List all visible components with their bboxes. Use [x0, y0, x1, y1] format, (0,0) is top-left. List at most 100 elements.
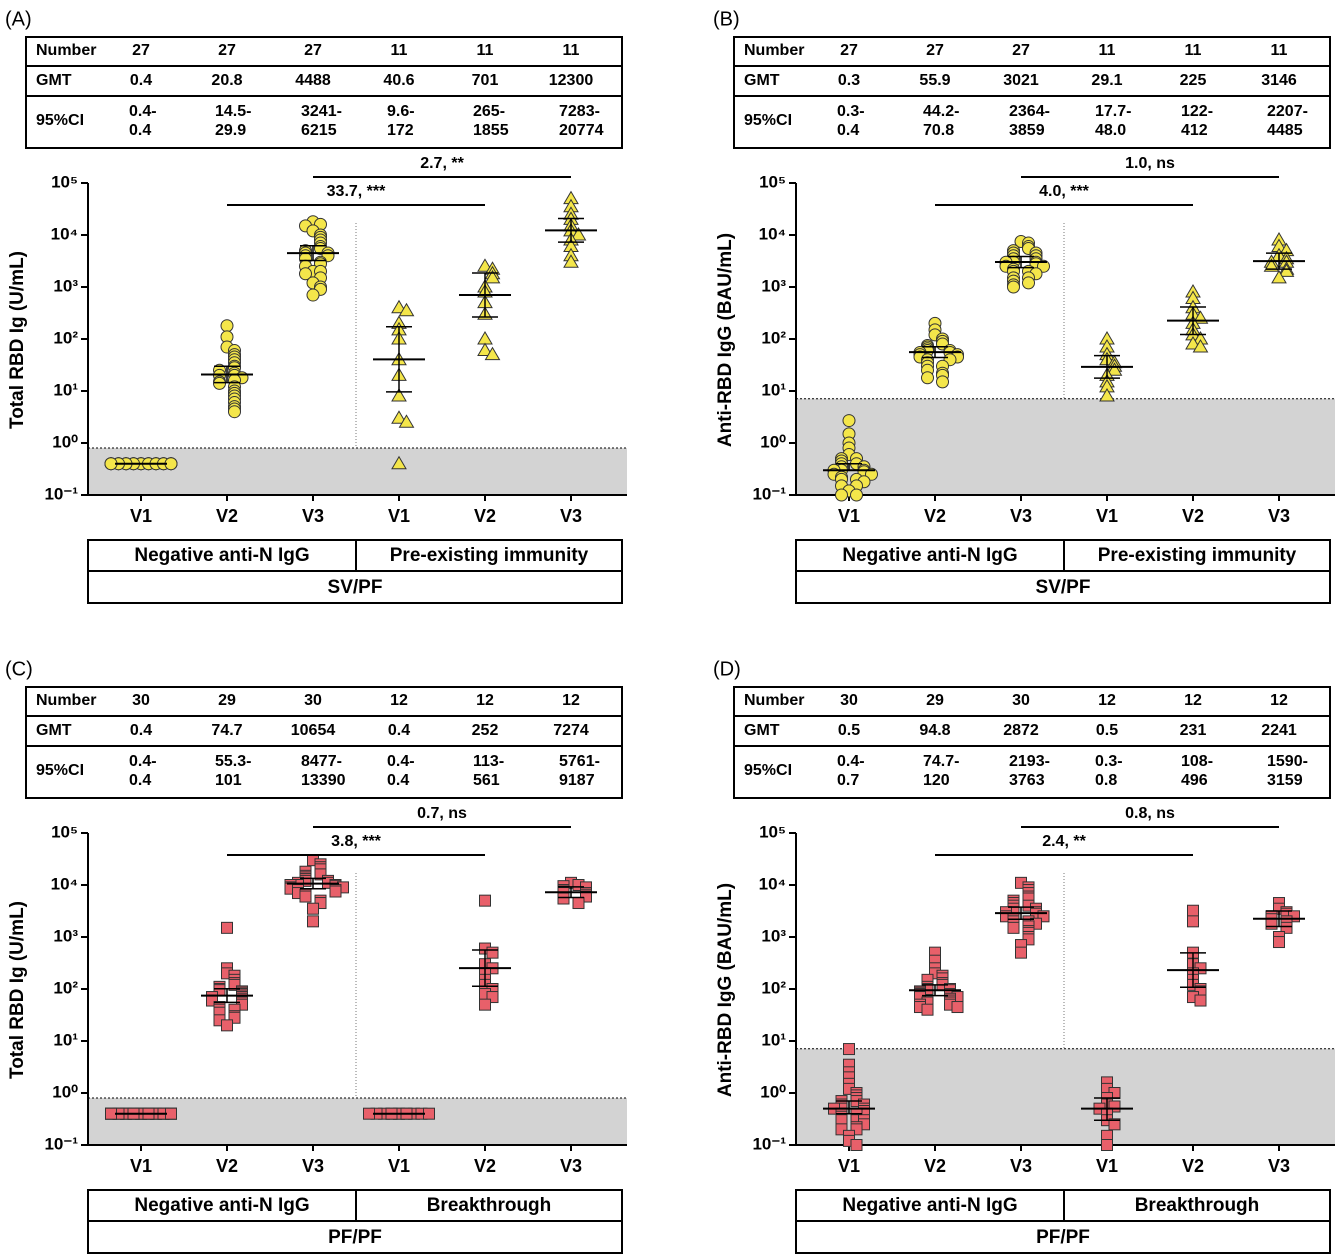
data-point: [1273, 936, 1285, 949]
row-label: 95%CI: [744, 112, 792, 129]
data-point: [1108, 1118, 1121, 1131]
data-point: [1106, 362, 1123, 376]
table-cell: 0.4: [130, 722, 152, 739]
comparison-label: 4.0, ***: [1039, 183, 1090, 200]
data-point: [165, 1107, 177, 1120]
table-cell: 8477-: [301, 753, 342, 770]
data-point: [1037, 910, 1050, 923]
regimen-label: SV/PF: [1036, 577, 1091, 598]
x-tick-label: V1: [130, 1156, 152, 1176]
y-tick-label: 10⁵: [759, 172, 786, 191]
x-tick-label: V3: [302, 506, 324, 526]
data-point: [1194, 994, 1207, 1007]
comparison-label: 2.7, **: [420, 155, 464, 172]
comparison-label: 0.7, ns: [417, 805, 467, 822]
x-tick-label: V3: [302, 1156, 324, 1176]
x-tick-label: V3: [1268, 1156, 1290, 1176]
table-cell: 225: [1180, 72, 1207, 89]
x-tick-label: V2: [1182, 506, 1204, 526]
group-label: Breakthrough: [427, 1195, 552, 1216]
y-tick-label: 10²: [761, 978, 786, 997]
data-point: [1265, 917, 1278, 930]
table-cell: 2193-: [1009, 753, 1050, 770]
row-label: 95%CI: [36, 112, 84, 129]
table-cell: 30: [132, 692, 150, 709]
table-cell: 29: [218, 692, 236, 709]
table-cell: 3159: [1267, 772, 1303, 789]
table-cell: 70.8: [923, 122, 954, 139]
y-tick-label: 10²: [53, 328, 78, 347]
y-tick-label: 10¹: [761, 380, 786, 399]
y-tick-label: 10²: [761, 328, 786, 347]
table-cell: 29.9: [215, 122, 246, 139]
table-cell: 11: [1271, 42, 1288, 59]
table-cell: 11: [391, 42, 408, 59]
table-cell: 55.9: [919, 72, 950, 89]
data-point: [306, 288, 320, 302]
data-point: [221, 921, 233, 934]
table-cell: 20.8: [211, 72, 242, 89]
data-point: [1278, 263, 1295, 277]
table-cell: 27: [132, 42, 150, 59]
table-cell: 11: [1185, 42, 1202, 59]
group-label: Negative anti-N IgG: [134, 1195, 309, 1216]
table-cell: 0.5: [838, 722, 860, 739]
data-point: [921, 1003, 934, 1016]
table-cell: 4485: [1267, 122, 1303, 139]
x-tick-label: V3: [560, 1156, 582, 1176]
data-point: [220, 319, 234, 333]
y-tick-label: 10⁰: [52, 1082, 78, 1101]
table-cell: 30: [840, 692, 858, 709]
regimen-label: PF/PF: [1036, 1227, 1090, 1248]
row-label: Number: [744, 42, 804, 59]
group-label: Negative anti-N IgG: [134, 545, 309, 566]
row-label: Number: [36, 692, 96, 709]
data-point: [484, 269, 501, 284]
panel-label: (C): [5, 658, 33, 680]
x-tick-label: V1: [1096, 1156, 1118, 1176]
x-tick-label: V3: [1268, 506, 1290, 526]
table-cell: 10654: [291, 722, 336, 739]
table-cell: 7274: [553, 722, 589, 739]
y-tick-label: 10⁵: [759, 822, 786, 841]
row-label: GMT: [36, 722, 72, 739]
table-cell: 561: [473, 772, 500, 789]
data-point: [299, 267, 312, 281]
y-tick-label: 10⁻¹: [752, 1134, 786, 1153]
data-point: [572, 897, 585, 910]
data-point: [363, 1107, 375, 1120]
data-point: [557, 892, 570, 905]
data-point: [398, 414, 415, 428]
table-border: [25, 36, 623, 149]
below-lod: [796, 1048, 1335, 1145]
table-cell: 12: [562, 692, 580, 709]
data-point: [570, 227, 587, 241]
x-tick-label: V3: [1010, 506, 1032, 526]
panel-label: (B): [713, 8, 740, 30]
comparison-label: 1.0, ns: [1125, 155, 1175, 172]
table-cell: 0.4: [837, 122, 859, 139]
table-cell: 29.1: [1091, 72, 1122, 89]
data-point: [1022, 276, 1035, 290]
x-tick-label: V1: [388, 506, 410, 526]
data-point: [921, 371, 934, 385]
data-point: [1108, 1100, 1121, 1113]
table-cell: 231: [1180, 722, 1207, 739]
x-tick-label: V2: [474, 1156, 496, 1176]
data-point: [228, 1011, 241, 1024]
row-label: 95%CI: [36, 762, 84, 779]
table-cell: 12: [476, 692, 494, 709]
x-tick-label: V2: [1182, 1156, 1204, 1176]
table-cell: 12: [1098, 692, 1116, 709]
x-tick-label: V3: [560, 506, 582, 526]
y-tick-label: 10³: [53, 276, 78, 295]
table-cell: 701: [472, 72, 499, 89]
table-border: [25, 686, 623, 799]
data-point: [850, 488, 863, 502]
table-cell: 74.7: [211, 722, 242, 739]
data-point: [329, 885, 342, 898]
row-label: GMT: [36, 72, 72, 89]
table-cell: 4488: [295, 72, 331, 89]
